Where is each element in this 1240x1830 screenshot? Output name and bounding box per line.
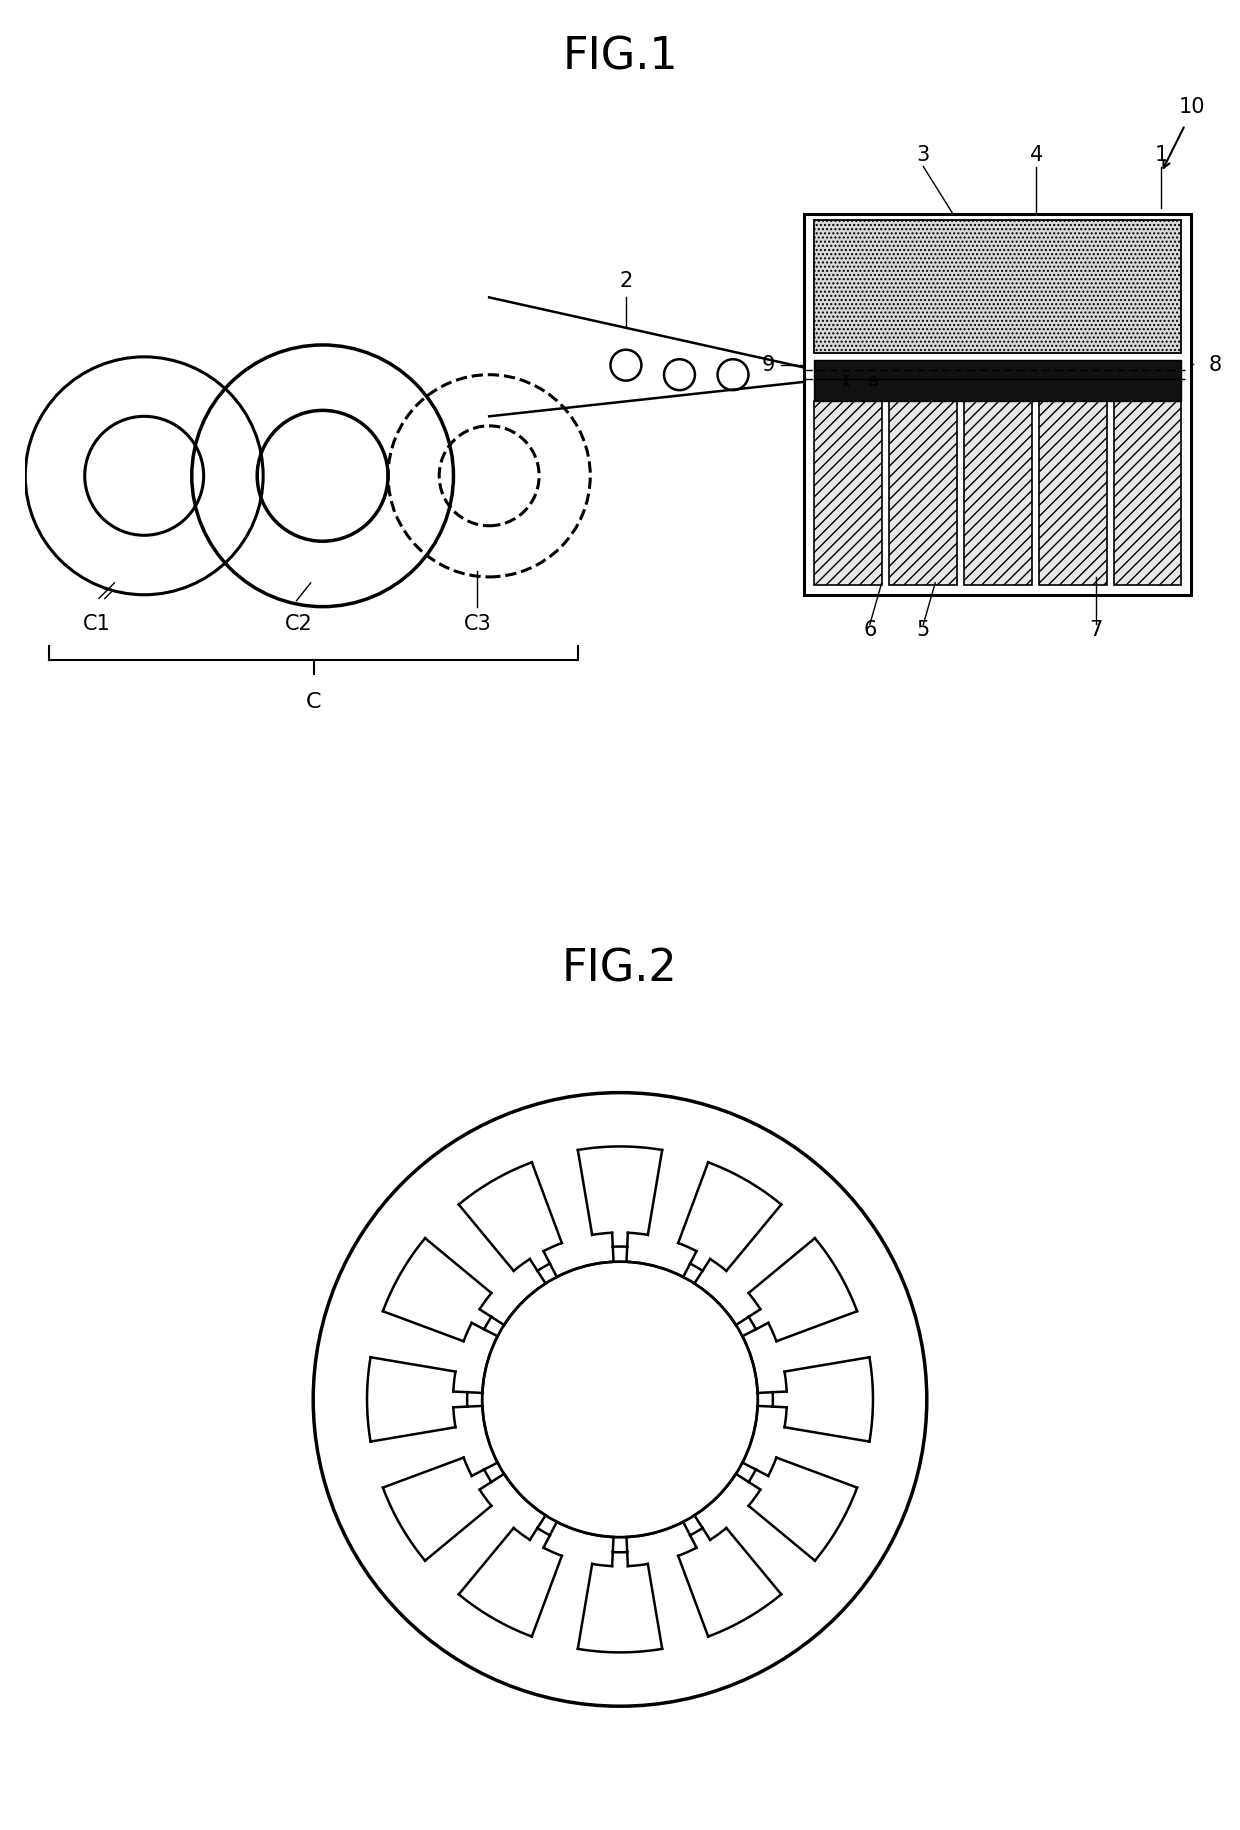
Text: 4: 4: [1029, 145, 1043, 165]
Text: C2: C2: [285, 615, 312, 635]
Text: a: a: [868, 371, 879, 390]
Bar: [1114, 401, 1182, 586]
Text: 8: 8: [1209, 355, 1221, 375]
Bar: [889, 401, 956, 586]
Bar: [963, 401, 1032, 586]
Text: 9: 9: [761, 355, 775, 375]
Text: 5: 5: [916, 620, 930, 640]
Text: 3: 3: [916, 145, 930, 165]
Text: FIG.2: FIG.2: [562, 948, 678, 990]
Text: 1: 1: [1154, 145, 1168, 165]
Bar: [813, 379, 1182, 401]
Bar: [813, 401, 882, 586]
Bar: [1039, 401, 1106, 586]
Text: 7: 7: [1089, 620, 1102, 640]
Bar: [805, 214, 1190, 595]
Text: FIG.1: FIG.1: [562, 35, 678, 79]
Bar: [813, 361, 1182, 382]
Text: C1: C1: [83, 615, 110, 635]
Bar: [813, 220, 1182, 353]
Text: C3: C3: [464, 615, 491, 635]
Text: 10: 10: [1179, 97, 1205, 117]
Text: C: C: [306, 692, 321, 712]
Text: 6: 6: [863, 620, 877, 640]
Text: 2: 2: [619, 271, 632, 291]
